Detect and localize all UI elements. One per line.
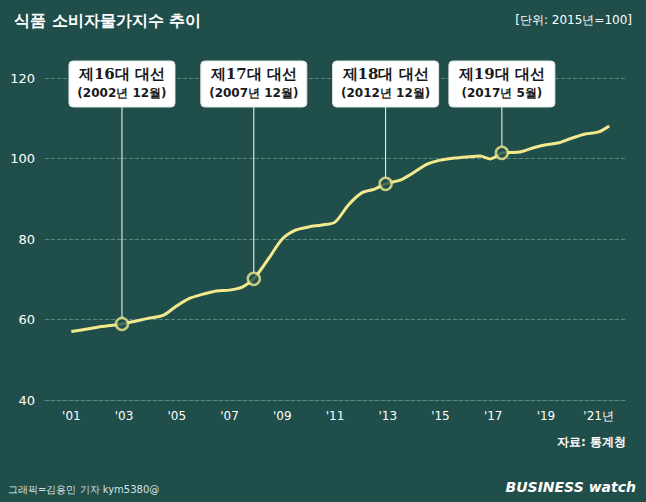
svg-text:(2007년 12월): (2007년 12월) [209, 86, 298, 100]
svg-text:'05: '05 [168, 409, 187, 423]
svg-text:100: 100 [10, 151, 35, 166]
svg-text:(2012년 12월): (2012년 12월) [341, 86, 430, 100]
svg-text:80: 80 [18, 232, 35, 247]
svg-text:그래픽=김용민 기자 kym5380@: 그래픽=김용민 기자 kym5380@ [8, 484, 159, 495]
svg-text:'07: '07 [220, 409, 239, 423]
svg-text:(2002년 12월): (2002년 12월) [77, 86, 166, 100]
svg-text:'17: '17 [484, 409, 503, 423]
svg-text:'03: '03 [115, 409, 134, 423]
svg-text:(2017년 5월): (2017년 5월) [461, 86, 542, 100]
svg-text:'09: '09 [273, 409, 292, 423]
svg-text:'15: '15 [431, 409, 450, 423]
svg-text:'19: '19 [537, 409, 556, 423]
svg-text:'01: '01 [62, 409, 81, 423]
svg-text:'21년: '21년 [583, 409, 614, 423]
svg-text:제19대 대선: 제19대 대선 [458, 65, 545, 83]
svg-text:60: 60 [18, 312, 35, 327]
svg-text:자료: 통계청: 자료: 통계청 [557, 435, 626, 449]
svg-text:식품 소비자물가지수 추이: 식품 소비자물가지수 추이 [14, 11, 201, 30]
svg-text:BUSINESS watch: BUSINESS watch [506, 479, 637, 495]
svg-text:'11: '11 [326, 409, 345, 423]
svg-text:제18대 대선: 제18대 대선 [342, 65, 429, 83]
svg-text:제17대 대선: 제17대 대선 [210, 65, 297, 83]
svg-text:'13: '13 [378, 409, 397, 423]
svg-text:[단위: 2015년=100]: [단위: 2015년=100] [515, 13, 632, 27]
svg-text:제16대 대선: 제16대 대선 [78, 65, 165, 83]
svg-text:120: 120 [10, 71, 35, 86]
svg-text:40: 40 [18, 393, 35, 408]
